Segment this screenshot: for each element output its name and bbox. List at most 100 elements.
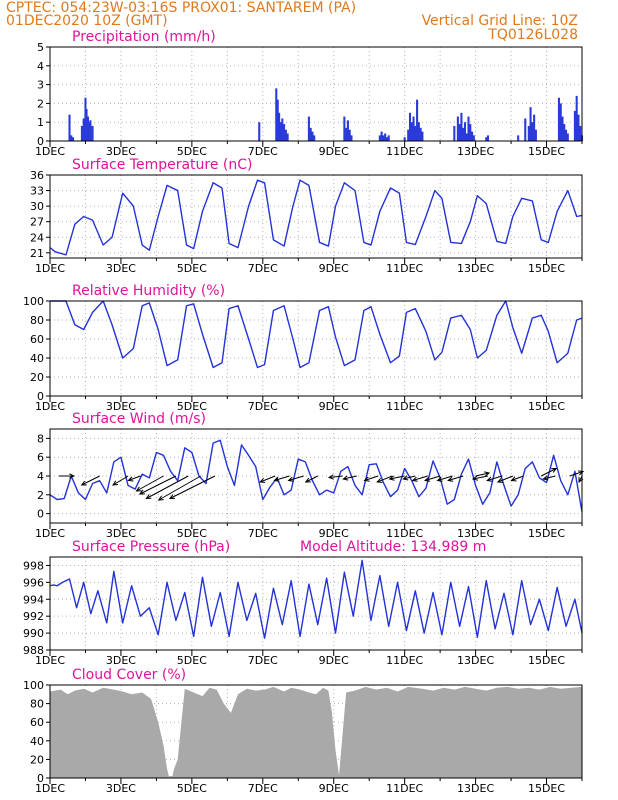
precip-bar bbox=[387, 135, 390, 141]
wind-arrow-head bbox=[411, 476, 418, 482]
panel-annotation: Model Altitude: 134.989 m bbox=[300, 539, 486, 555]
wind-arrow-head bbox=[157, 495, 164, 501]
wind-arrow-head bbox=[424, 476, 431, 482]
x-tick-label: 3DEC bbox=[106, 400, 136, 413]
y-tick-label: 2 bbox=[37, 97, 44, 110]
wind-arrow-head bbox=[135, 486, 142, 492]
wind-arrow-head bbox=[273, 476, 280, 482]
x-tick-label: 5DEC bbox=[177, 527, 207, 540]
precip-bar bbox=[345, 127, 348, 141]
y-tick-label: 4 bbox=[37, 470, 44, 483]
y-tick-label: 990 bbox=[23, 627, 44, 640]
x-tick-label: 13DEC bbox=[457, 782, 494, 795]
y-tick-label: 6 bbox=[37, 451, 44, 464]
precip-bar bbox=[534, 129, 537, 141]
y-tick-label: 30 bbox=[30, 200, 44, 213]
wind-arrow bbox=[305, 475, 318, 483]
panel-title: Surface Temperature (nC) bbox=[72, 157, 253, 173]
x-tick-label: 11DEC bbox=[386, 782, 423, 795]
y-tick-label: 0 bbox=[37, 135, 44, 148]
precip-bar bbox=[86, 116, 89, 141]
precip-bar bbox=[486, 135, 490, 141]
x-tick-label: 11DEC bbox=[386, 400, 423, 413]
wind-arrow bbox=[403, 475, 416, 480]
precip-bar bbox=[384, 133, 387, 141]
wind-arrow bbox=[128, 475, 141, 481]
wind-arrow-head bbox=[304, 477, 311, 483]
precip-bar bbox=[385, 137, 388, 141]
precip-bar bbox=[462, 127, 465, 141]
precip-bar bbox=[527, 125, 530, 141]
wind-arrow-head bbox=[342, 475, 349, 481]
wind-arrow-head bbox=[578, 470, 585, 476]
x-tick-label: 13DEC bbox=[457, 654, 494, 667]
wind-arrow bbox=[377, 475, 393, 483]
wind-arrow-head bbox=[402, 475, 409, 481]
precip-bar bbox=[85, 109, 88, 141]
panel-title: Surface Wind (m/s) bbox=[72, 411, 206, 427]
wind-arrow bbox=[329, 475, 343, 478]
x-tick-label: 9DEC bbox=[319, 262, 349, 275]
wind-arrow bbox=[364, 475, 379, 481]
wind-arrow-head bbox=[388, 475, 395, 481]
x-tick-label: 5DEC bbox=[177, 654, 207, 667]
precip-bar bbox=[563, 124, 566, 141]
precip-bar bbox=[573, 110, 576, 141]
x-tick-label: 3DEC bbox=[106, 654, 136, 667]
wind-arrow bbox=[158, 475, 201, 501]
precip-bar bbox=[467, 116, 470, 141]
precip-bar bbox=[68, 114, 71, 141]
wind-arrow bbox=[497, 475, 514, 483]
precip-bar bbox=[465, 133, 468, 141]
series-line bbox=[49, 439, 583, 512]
wind-arrow bbox=[136, 475, 164, 492]
wind-arrow bbox=[389, 475, 405, 480]
wind-arrow-head bbox=[127, 476, 134, 482]
wind-arrow bbox=[81, 475, 100, 486]
x-tick-label: 1DEC bbox=[35, 654, 65, 667]
x-tick-label: 1DEC bbox=[35, 527, 65, 540]
y-tick-label: 80 bbox=[30, 698, 44, 711]
x-tick-label: 15DEC bbox=[528, 654, 565, 667]
precip-bar bbox=[419, 127, 422, 141]
wind-arrow bbox=[343, 475, 357, 480]
precip-bar bbox=[313, 135, 316, 141]
panel-title: Surface Pressure (hPa) bbox=[72, 539, 230, 555]
wind-arrow bbox=[487, 475, 503, 481]
precip-bar bbox=[531, 122, 534, 141]
precip-bar bbox=[82, 118, 85, 141]
x-tick-label: 3DEC bbox=[106, 145, 136, 158]
x-tick-label: 11DEC bbox=[386, 145, 423, 158]
precip-bar bbox=[559, 103, 562, 141]
precip-bar bbox=[278, 112, 281, 141]
precip-bar bbox=[561, 116, 564, 141]
y-tick-label: 988 bbox=[23, 644, 44, 657]
y-tick-label: 0 bbox=[37, 390, 44, 403]
y-tick-label: 27 bbox=[30, 216, 44, 229]
x-tick-label: 11DEC bbox=[386, 527, 423, 540]
header-model-code: TQ0126L028 bbox=[488, 27, 578, 43]
precip-bar bbox=[284, 129, 287, 141]
wind-arrow-head bbox=[510, 476, 517, 482]
y-tick-label: 40 bbox=[30, 735, 44, 748]
x-tick-label: 7DEC bbox=[248, 145, 278, 158]
precip-bar bbox=[412, 116, 415, 141]
wind-arrow-head bbox=[145, 494, 152, 500]
y-tick-label: 80 bbox=[30, 314, 44, 327]
wind-arrow bbox=[511, 475, 524, 481]
precip-bar bbox=[410, 122, 413, 141]
header-grid-line: Vertical Grid Line: 10Z bbox=[421, 13, 578, 29]
x-tick-label: 15DEC bbox=[528, 400, 565, 413]
precip-bar bbox=[380, 131, 383, 141]
y-tick-label: 20 bbox=[30, 371, 44, 384]
precip-bar bbox=[575, 95, 578, 141]
wind-arrow bbox=[288, 475, 304, 481]
precip-bar bbox=[89, 120, 92, 141]
x-tick-label: 13DEC bbox=[457, 262, 494, 275]
wind-arrow-head bbox=[80, 480, 87, 486]
wind-arrow-head bbox=[447, 476, 454, 482]
header-location: CPTEC: 054:23W-03:16S PROX01: SANTAREM (… bbox=[6, 0, 357, 16]
wind-arrow bbox=[448, 475, 464, 481]
panel-frame bbox=[49, 46, 583, 142]
